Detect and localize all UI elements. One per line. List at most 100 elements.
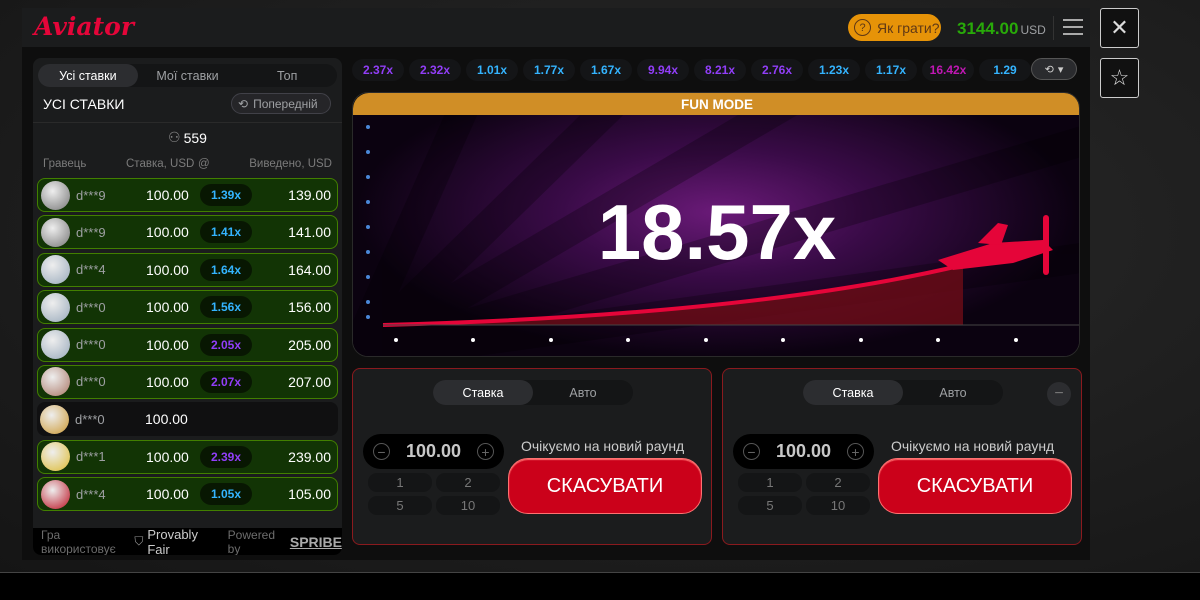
bets-list: d***9 100.00 1.39x 139.00 d***9 100.00 1… [37,178,338,515]
cashout-multiplier: 2.07x [200,370,252,393]
cashout-amount: 207.00 [288,373,331,390]
close-button[interactable]: ✕ [1100,8,1139,48]
balance-amount: 3144.00 [957,19,1019,38]
cashout-multiplier: 1.39x [200,184,252,206]
history-multiplier[interactable]: 8.21x [694,58,746,81]
history-multiplier[interactable]: 2.76x [751,58,803,81]
history-multiplier[interactable]: 1.29 [979,58,1031,81]
bet-amount: 100.00 [146,448,189,465]
history-icon: ⟲ [238,96,249,111]
player-name: d***9 [76,187,106,203]
cancel-button[interactable]: СКАСУВАТИ [508,458,702,514]
bet-row: d***4 100.00 1.64x 164.00 [37,252,338,287]
player-name: d***0 [76,299,106,315]
quick-amount-button[interactable]: 1 [738,473,802,492]
cashout-amount: 239.00 [288,448,331,465]
bets-panel: Усі ставки Мої ставки Топ УСІ СТАВКИ ⟲ По… [33,58,342,555]
bet-mode-tabs: Ставка Авто [433,380,633,405]
avatar [41,330,70,360]
aviator-app: Aviator ? Як грати? 3144.00 USD Усі ставки… [22,8,1090,560]
chevron-down-icon: ▾ [1057,63,1064,76]
player-name: d***9 [76,224,106,240]
cashout-multiplier: 2.05x [200,333,252,356]
bet-amount-input[interactable]: 100.00 [775,441,832,461]
avatar [41,255,70,285]
how-to-play-button[interactable]: ? Як грати? [848,14,941,41]
quick-amount-button[interactable]: 2 [436,473,500,492]
tab-all-bets[interactable]: Усі ставки [38,64,138,87]
divider [1053,16,1054,40]
bet-row: d***0 100.00 1.56x 156.00 [37,290,338,325]
quick-amount-button[interactable]: 10 [806,496,870,515]
avatar [41,367,70,397]
quick-amount-button[interactable]: 5 [738,496,802,515]
bet-row: d***9 100.00 1.39x 139.00 [37,178,338,212]
history-multiplier[interactable]: 2.32x [409,58,461,81]
logo: Aviator [34,12,134,41]
currency: USD [1020,23,1046,37]
bet-row: d***9 100.00 1.41x 141.00 [37,215,338,250]
bet-row: d***0 100.00 2.07x 207.00 [37,364,338,399]
player-name: d***1 [76,449,106,465]
avatar [41,217,70,247]
bet-amount: 100.00 [146,187,189,203]
powered-by: Powered by [227,527,276,556]
bet-amount-input[interactable]: 100.00 [405,441,462,461]
rays-and-curve [353,115,1079,356]
history-multiplier[interactable]: 1.01x [466,58,518,81]
tab-bet[interactable]: Ставка [803,380,903,405]
player-name: d***4 [76,262,106,278]
quick-amount-button[interactable]: 1 [368,473,432,492]
tab-top[interactable]: Топ [276,68,298,83]
minus-icon[interactable]: − [743,443,760,460]
shield-icon: ⛉ [134,534,144,548]
header: Aviator ? Як грати? 3144.00 USD [22,8,1090,47]
quick-amount-button[interactable]: 2 [806,473,870,492]
plus-icon[interactable]: + [847,443,864,460]
previous-button[interactable]: ⟲ Попередній [231,93,331,114]
tab-my-bets[interactable]: Мої ставки [156,68,219,83]
cashout-amount: 205.00 [288,336,331,353]
quick-amount-button[interactable]: 10 [436,496,500,515]
history-multiplier[interactable]: 1.67x [580,58,632,81]
player-name: d***0 [76,337,106,353]
history-multiplier[interactable]: 1.77x [523,58,575,81]
remove-panel-button[interactable]: − [1047,382,1071,406]
menu-icon[interactable] [1063,19,1083,35]
cashout-amount: 105.00 [288,486,331,503]
tab-auto[interactable]: Авто [939,385,967,400]
cashout-amount: 139.00 [288,187,331,203]
history-multiplier[interactable]: 1.23x [808,58,860,81]
tab-auto[interactable]: Авто [569,385,597,400]
cashout-amount: 141.00 [288,224,331,241]
cashout-amount: 164.00 [288,261,331,278]
bet-row: d***4 100.00 1.05x 105.00 [37,477,338,512]
favorite-button[interactable]: ☆ [1100,58,1139,98]
minus-icon[interactable]: − [373,443,390,460]
history-multiplier[interactable]: 9.94x [637,58,689,81]
cancel-button[interactable]: СКАСУВАТИ [878,458,1072,514]
provably-fair-link[interactable]: Provably Fair [147,526,198,556]
current-multiplier: 18.57x [597,188,837,276]
balance: 3144.00 USD [957,19,1046,39]
bet-amount: 100.00 [145,411,188,428]
col-bet: Ставка, USD [126,158,195,170]
quick-amount-button[interactable]: 5 [368,496,432,515]
tab-bet[interactable]: Ставка [433,380,533,405]
avatar [40,404,69,434]
avatar [41,180,70,210]
fun-mode-banner: FUN MODE [353,93,1079,115]
history-toggle-button[interactable]: ⟲ ▾ [1031,58,1077,80]
avatar [41,479,70,509]
bet-row: d***0 100.00 [37,402,338,437]
plus-icon[interactable]: + [477,443,494,460]
cashout-amount: 156.00 [288,299,331,316]
bet-amount: 100.00 [146,336,189,353]
players-value: 559 [183,129,207,146]
history-multiplier[interactable]: 1.17x [865,58,917,81]
history-multiplier[interactable]: 2.37x [352,58,404,81]
avatar [41,442,70,472]
player-name: d***0 [76,374,106,390]
history-multiplier[interactable]: 16.42x [922,58,974,81]
bet-amount: 100.00 [146,261,189,278]
